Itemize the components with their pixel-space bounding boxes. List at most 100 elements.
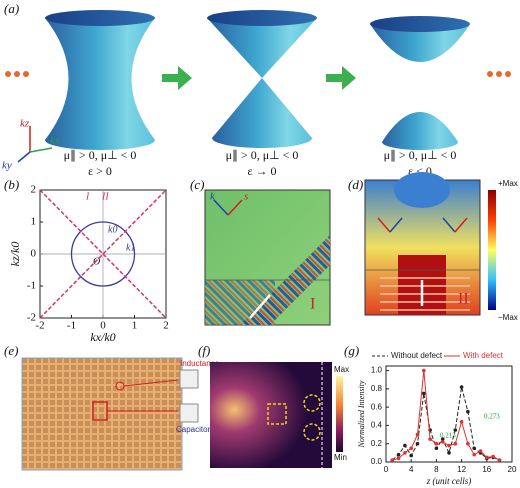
marker <box>459 419 464 424</box>
y-tick-label: 0.4 <box>371 421 383 430</box>
marker <box>466 409 470 414</box>
marker <box>403 451 407 455</box>
marker <box>428 437 432 441</box>
label: k <box>210 191 216 203</box>
colorbar-label: −Max <box>498 313 518 322</box>
axis-label: kz <box>20 118 30 130</box>
inset <box>179 403 199 423</box>
legend-label: Without defect <box>391 351 443 360</box>
inset <box>179 369 199 389</box>
panel-d: II +Max −Max <box>364 172 518 322</box>
arrow <box>442 217 456 233</box>
marker <box>478 449 483 453</box>
sample-photo <box>21 357 183 471</box>
annotation: O <box>93 256 100 267</box>
marker <box>447 451 451 455</box>
panel-label: (e) <box>4 343 18 358</box>
caption: ε > 0 <box>88 164 112 178</box>
label: Inductance <box>180 359 220 368</box>
arrow <box>213 199 229 216</box>
y-tick-label: -1 <box>27 280 36 292</box>
bowl-top <box>370 16 470 32</box>
y-tick-label: 0.6 <box>371 402 383 411</box>
intensity-map <box>210 362 332 468</box>
annotation: I <box>85 191 90 202</box>
marker <box>472 446 477 451</box>
arrow <box>326 66 356 90</box>
marker <box>440 437 445 441</box>
panel-e: Inductance Capacitor <box>21 357 220 471</box>
x-tick-label: 2 <box>163 320 169 332</box>
hyperboloid <box>45 18 155 150</box>
x-tick-label: -2 <box>35 320 44 332</box>
marker <box>434 441 439 446</box>
caption: μ∥ > 0, μ⊥ < 0 <box>226 148 299 162</box>
y-tick-label: 2 <box>31 184 37 196</box>
marker <box>409 446 414 451</box>
panel-label: (c) <box>190 177 204 192</box>
marker <box>415 432 420 437</box>
cone <box>212 78 312 148</box>
caption: ε → 0 <box>247 164 276 178</box>
panel-f: Max Min <box>210 362 349 468</box>
marker <box>447 443 451 448</box>
marker <box>453 441 458 446</box>
colorbar-label: +Max <box>498 179 518 188</box>
x-tick-label: 12 <box>457 465 466 474</box>
marker <box>497 458 502 462</box>
plot-frame <box>385 365 513 463</box>
cone-top <box>207 10 317 26</box>
y-axis-label: kz/k0 <box>8 242 22 267</box>
legend-label: With defect <box>463 351 504 360</box>
panel-a: kz kx ky μ∥ > 0, μ⊥ < 0 ε > 0 μ∥ > 0, μ⊥… <box>2 10 511 178</box>
bowl <box>382 112 458 150</box>
arrow <box>389 217 403 233</box>
y-tick-label: 1 <box>31 216 37 228</box>
hyperboloid-top <box>45 10 155 26</box>
x-tick-label: 4 <box>409 465 414 474</box>
annotation: 0.213 <box>440 432 456 440</box>
arrow <box>249 294 271 319</box>
marker <box>459 385 464 389</box>
x-tick-label: -1 <box>67 320 76 332</box>
marker <box>403 443 407 448</box>
x-tick-label: 0 <box>100 320 106 332</box>
annotation: 0.273 <box>484 413 500 421</box>
arrow <box>227 199 243 216</box>
bowl <box>370 24 470 62</box>
highlight <box>303 423 321 441</box>
marker <box>434 446 439 451</box>
highlight <box>267 403 287 425</box>
axis-label: ky <box>2 160 12 172</box>
arrow <box>162 66 192 90</box>
marker <box>415 441 420 446</box>
lobe <box>394 172 450 208</box>
annotation: k1 <box>126 242 135 253</box>
marker <box>396 452 401 457</box>
fringes <box>380 277 470 311</box>
colorbar-label: Max <box>334 365 349 374</box>
x-tick-label: 8 <box>434 465 439 474</box>
y-axis-label: Normalized Intensity <box>357 380 366 448</box>
y-tick-label: 0.2 <box>371 439 383 448</box>
panel-label: (g) <box>344 343 359 358</box>
annotation: II <box>101 191 109 202</box>
marker <box>396 456 401 461</box>
marker <box>466 441 470 446</box>
marker <box>390 458 395 462</box>
colorbar-label: Min <box>334 453 347 462</box>
colorbar <box>488 190 496 310</box>
y-tick-label: 0.0 <box>371 457 383 466</box>
axes-icon <box>17 126 53 163</box>
arrow <box>377 217 391 233</box>
marker <box>422 391 426 396</box>
dots <box>5 71 511 77</box>
y-tick-label: 1.0 <box>371 366 383 375</box>
x-axis-label: z (unit cells) <box>426 476 472 486</box>
caption: μ∥ > 0, μ⊥ < 0 <box>384 148 457 162</box>
panel-label: (a) <box>4 1 19 16</box>
marker <box>485 455 489 460</box>
x-tick-label: 1 <box>132 320 138 332</box>
arrow <box>454 217 468 233</box>
